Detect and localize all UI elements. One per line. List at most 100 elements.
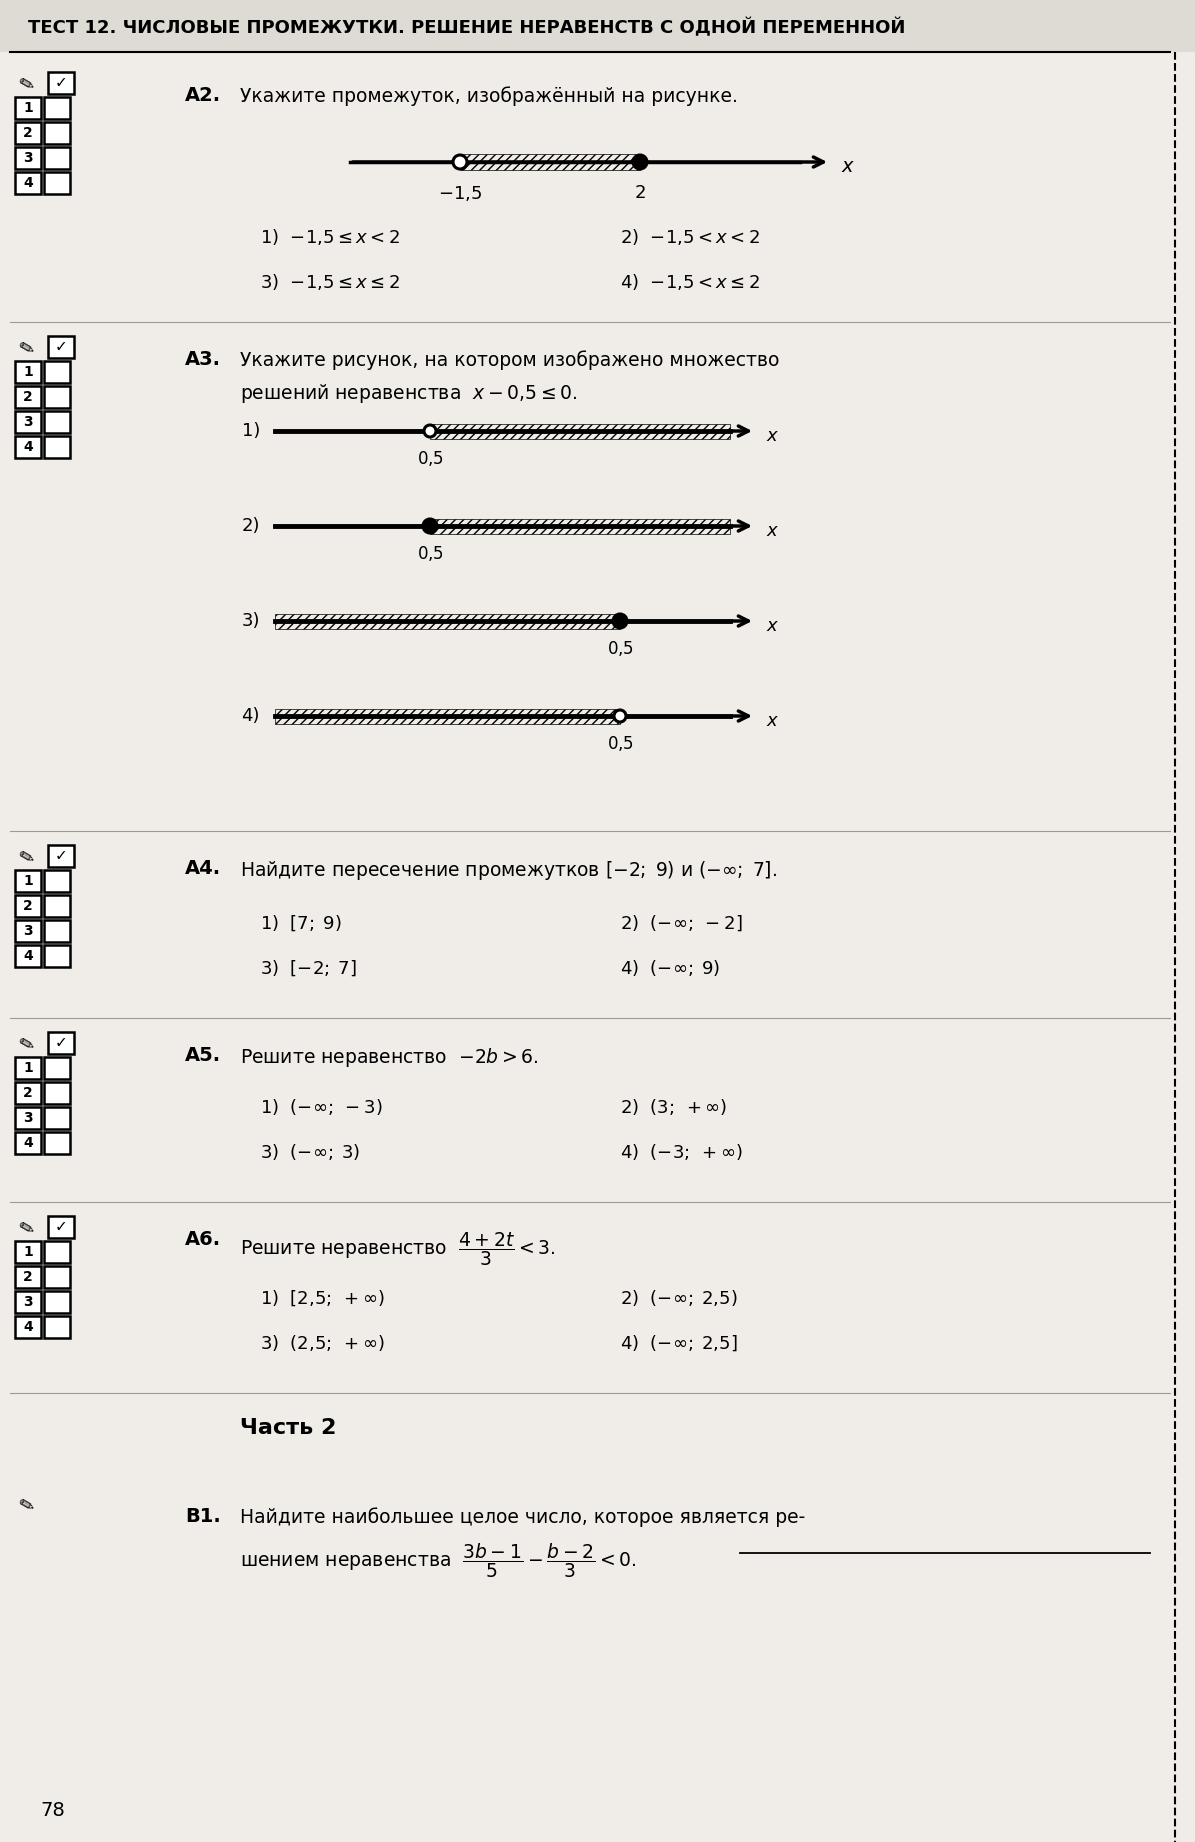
- Text: $2$: $2$: [635, 184, 645, 203]
- FancyBboxPatch shape: [44, 361, 71, 383]
- Text: 4: 4: [23, 177, 33, 190]
- Text: ✓: ✓: [55, 1219, 67, 1234]
- FancyBboxPatch shape: [16, 1107, 41, 1129]
- Bar: [0, 0, 1195, 52]
- Text: 2: 2: [23, 899, 33, 914]
- Text: $-1{,}5$: $-1{,}5$: [437, 184, 482, 203]
- Text: $0{,}5$: $0{,}5$: [607, 733, 633, 753]
- Text: А5.: А5.: [185, 1046, 221, 1065]
- Text: А4.: А4.: [185, 858, 221, 879]
- Text: Часть 2: Часть 2: [240, 1418, 336, 1439]
- Text: 1)  $[2{,}5;\; +\infty)$: 1) $[2{,}5;\; +\infty)$: [261, 1288, 385, 1308]
- Text: $0{,}5$: $0{,}5$: [417, 449, 443, 468]
- FancyBboxPatch shape: [44, 869, 71, 892]
- FancyBboxPatch shape: [44, 147, 71, 169]
- Text: $x$: $x$: [766, 427, 779, 446]
- FancyBboxPatch shape: [44, 1242, 71, 1264]
- Text: $0{,}5$: $0{,}5$: [417, 543, 443, 564]
- Text: А6.: А6.: [185, 1230, 221, 1249]
- Text: 1)  $-1{,}5 \leq x < 2$: 1) $-1{,}5 \leq x < 2$: [261, 227, 400, 247]
- FancyBboxPatch shape: [44, 411, 71, 433]
- Text: 4)  $(-\infty;\; 9)$: 4) $(-\infty;\; 9)$: [620, 958, 721, 978]
- Text: ✓: ✓: [55, 849, 67, 864]
- Text: 4)  $(-3;\; +\infty)$: 4) $(-3;\; +\infty)$: [620, 1142, 742, 1162]
- Text: 78: 78: [39, 1800, 65, 1820]
- Text: 3: 3: [23, 414, 32, 429]
- Text: 1: 1: [23, 1245, 33, 1258]
- Bar: [430, 518, 730, 534]
- Bar: [275, 613, 620, 628]
- FancyBboxPatch shape: [44, 437, 71, 459]
- FancyBboxPatch shape: [16, 945, 41, 967]
- FancyBboxPatch shape: [44, 1107, 71, 1129]
- Text: Найдите наибольшее целое число, которое является ре-: Найдите наибольшее целое число, которое …: [240, 1507, 805, 1527]
- Text: 2: 2: [23, 391, 33, 403]
- FancyBboxPatch shape: [44, 1081, 71, 1103]
- FancyBboxPatch shape: [16, 895, 41, 917]
- FancyBboxPatch shape: [16, 98, 41, 120]
- FancyBboxPatch shape: [16, 361, 41, 383]
- Text: шением неравенства  $\dfrac{3b-1}{5} - \dfrac{b-2}{3} < 0$.: шением неравенства $\dfrac{3b-1}{5} - \d…: [240, 1542, 637, 1580]
- Text: 2: 2: [23, 125, 33, 140]
- Text: 2)  $-1{,}5 < x < 2$: 2) $-1{,}5 < x < 2$: [620, 227, 760, 247]
- Text: ✓: ✓: [55, 76, 67, 90]
- Text: 4: 4: [23, 949, 33, 963]
- Text: 4: 4: [23, 440, 33, 453]
- Text: решений неравенства  $x - 0{,}5 \leq 0$.: решений неравенства $x - 0{,}5 \leq 0$.: [240, 381, 577, 405]
- FancyBboxPatch shape: [48, 1032, 74, 1054]
- FancyBboxPatch shape: [16, 1081, 41, 1103]
- Text: $x$: $x$: [766, 617, 779, 635]
- Text: 3: 3: [23, 1295, 32, 1310]
- FancyBboxPatch shape: [16, 171, 41, 193]
- FancyBboxPatch shape: [16, 122, 41, 144]
- Text: В1.: В1.: [185, 1507, 221, 1525]
- Text: 2)  $(-\infty;\; 2{,}5)$: 2) $(-\infty;\; 2{,}5)$: [620, 1288, 737, 1308]
- Text: ✏: ✏: [13, 1033, 37, 1057]
- Bar: [430, 424, 730, 438]
- Circle shape: [424, 426, 436, 437]
- Text: 1: 1: [23, 101, 33, 114]
- FancyBboxPatch shape: [48, 335, 74, 357]
- Text: 3: 3: [23, 151, 32, 166]
- Text: 2: 2: [23, 1269, 33, 1284]
- Text: 4: 4: [23, 1137, 33, 1149]
- Text: ✏: ✏: [13, 1218, 37, 1242]
- Text: 3: 3: [23, 925, 32, 938]
- Text: 4): 4): [241, 707, 261, 726]
- Text: $x$: $x$: [841, 158, 856, 177]
- FancyBboxPatch shape: [16, 147, 41, 169]
- Text: Укажите промежуток, изображённый на рисунке.: Укажите промежуток, изображённый на рису…: [240, 87, 737, 105]
- FancyBboxPatch shape: [44, 945, 71, 967]
- Text: ✏: ✏: [13, 845, 37, 871]
- Text: 2)  $(-\infty;\; -2]$: 2) $(-\infty;\; -2]$: [620, 914, 742, 932]
- Text: ✓: ✓: [55, 339, 67, 354]
- FancyBboxPatch shape: [48, 1216, 74, 1238]
- Text: 3): 3): [241, 612, 261, 630]
- Text: ✏: ✏: [13, 74, 37, 98]
- Circle shape: [453, 155, 467, 169]
- FancyBboxPatch shape: [16, 387, 41, 407]
- Text: Решите неравенство  $\dfrac{4+2t}{3} < 3$.: Решите неравенство $\dfrac{4+2t}{3} < 3$…: [240, 1230, 556, 1267]
- FancyBboxPatch shape: [48, 72, 74, 94]
- Text: 3)  $[-2;\; 7]$: 3) $[-2;\; 7]$: [261, 958, 357, 978]
- FancyBboxPatch shape: [16, 437, 41, 459]
- Text: 1: 1: [23, 1061, 33, 1076]
- Circle shape: [633, 155, 646, 169]
- FancyBboxPatch shape: [44, 1057, 71, 1079]
- Text: Найдите пересечение промежутков $[-2;\; 9)$ и $(-\infty;\; 7]$.: Найдите пересечение промежутков $[-2;\; …: [240, 858, 777, 882]
- FancyBboxPatch shape: [16, 411, 41, 433]
- FancyBboxPatch shape: [16, 1315, 41, 1337]
- Text: Решите неравенство  $-2b > 6$.: Решите неравенство $-2b > 6$.: [240, 1046, 539, 1068]
- Text: 3: 3: [23, 1111, 32, 1125]
- Text: 1): 1): [241, 422, 261, 440]
- Text: 4: 4: [23, 1321, 33, 1334]
- FancyBboxPatch shape: [16, 919, 41, 941]
- Text: 2)  $(3;\; +\infty)$: 2) $(3;\; +\infty)$: [620, 1098, 728, 1116]
- Text: 2: 2: [23, 1087, 33, 1100]
- FancyBboxPatch shape: [44, 919, 71, 941]
- FancyBboxPatch shape: [44, 122, 71, 144]
- FancyBboxPatch shape: [44, 387, 71, 407]
- FancyBboxPatch shape: [44, 1133, 71, 1153]
- FancyBboxPatch shape: [48, 845, 74, 868]
- Text: А3.: А3.: [185, 350, 221, 368]
